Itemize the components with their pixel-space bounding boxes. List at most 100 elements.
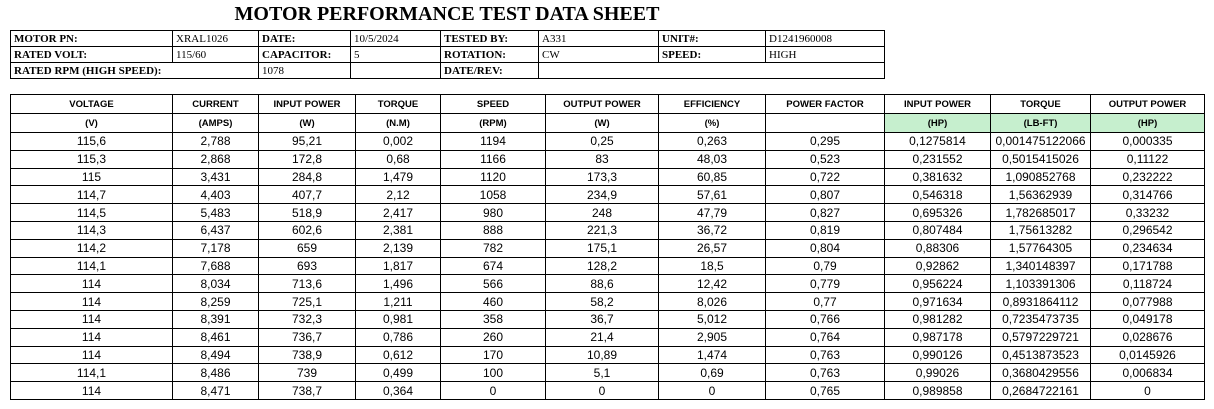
column-unit: (W) [258, 113, 356, 133]
value: CW [538, 46, 659, 63]
cell: 1,817 [355, 256, 441, 276]
cell: 732,3 [258, 309, 356, 329]
cell: 0,819 [765, 220, 885, 240]
column-unit: (HP) [1090, 113, 1205, 133]
data-row: 114 8,494 738,9 0,612 170 10,89 1,474 0,763 0,99… [10, 345, 1205, 365]
cell: 83 [545, 149, 659, 169]
cell: 0,807 [765, 185, 885, 205]
cell: 0,25 [545, 132, 659, 151]
cell: 114 [10, 345, 173, 365]
cell: 407,7 [258, 185, 356, 205]
cell: 0,69 [658, 363, 766, 383]
cell: 358 [440, 309, 546, 329]
cell: 0,92862 [884, 256, 991, 276]
cell: 221,3 [545, 220, 659, 240]
column-unit: (%) [658, 113, 766, 133]
cell: 0,987178 [884, 327, 991, 347]
cell: 8,034 [172, 274, 259, 294]
cell: 2,417 [355, 203, 441, 222]
cell: 736,7 [258, 327, 356, 347]
data-row: 114,1 7,688 693 1,817 674 128,2 18,5 0,79 0,9286… [10, 256, 1205, 276]
info-row: MOTOR PN: XRAL1026 DATE: 10/5/2024 TESTE… [10, 30, 885, 47]
column-name: SPEED [440, 94, 546, 114]
cell: 8,259 [172, 292, 259, 311]
cell: 1,479 [355, 167, 441, 187]
label: SPEED: [658, 46, 766, 63]
data-row: 114 8,471 738,7 0,364 0 0 0 0,765 0,989858 0,2684… [10, 381, 1205, 400]
cell: 1058 [440, 185, 546, 205]
cell: 602,6 [258, 220, 356, 240]
cell: 0,807484 [884, 220, 991, 240]
value: 115/60 [172, 46, 259, 63]
cell: 0,001475122066 [990, 132, 1091, 151]
value: 10/5/2024 [350, 30, 441, 47]
cell: 0,1275814 [884, 132, 991, 151]
cell: 980 [440, 203, 546, 222]
cell: 5,012 [658, 309, 766, 329]
cell: 0,763 [765, 363, 885, 383]
column-name: VOLTAGE [10, 94, 173, 114]
cell: 114,1 [10, 363, 173, 383]
cell: 0,000335 [1090, 132, 1205, 151]
cell: 0,764 [765, 327, 885, 347]
label: RATED RPM (HIGH SPEED): [10, 62, 259, 79]
cell: 0,231552 [884, 149, 991, 169]
cell: 8,391 [172, 309, 259, 329]
cell: 0,33232 [1090, 203, 1205, 222]
cell: 5,1 [545, 363, 659, 383]
label: MOTOR PN: [10, 30, 173, 47]
cell: 0,364 [355, 381, 441, 400]
data-row: 114 8,391 732,3 0,981 358 36,7 5,012 0,766 0,981… [10, 309, 1205, 329]
data-row: 115,3 2,868 172,8 0,68 1166 83 48,03 0,523 0,231… [10, 149, 1205, 169]
cell: 0,981282 [884, 309, 991, 329]
cell: 0,4513873523 [990, 345, 1091, 365]
column-name: INPUT POWER [258, 94, 356, 114]
cell: 8,486 [172, 363, 259, 383]
column-unit: (LB-FT) [990, 113, 1091, 133]
cell: 114 [10, 327, 173, 347]
label: DATE/REV: [440, 62, 539, 79]
cell: 1166 [440, 149, 546, 169]
cell: 693 [258, 256, 356, 276]
cell: 1,56362939 [990, 185, 1091, 205]
column-name: OUTPUT POWER [1090, 94, 1205, 114]
data-row: 114,7 4,403 407,7 2,12 1058 234,9 57,61 0,807 0,… [10, 185, 1205, 205]
cell: 725,1 [258, 292, 356, 311]
column-name: CURRENT [172, 94, 259, 114]
cell: 0,523 [765, 149, 885, 169]
column-unit: (AMPS) [172, 113, 259, 133]
cell: 1,103391306 [990, 274, 1091, 294]
cell: 21,4 [545, 327, 659, 347]
cell: 114,7 [10, 185, 173, 205]
cell: 114 [10, 292, 173, 311]
cell: 0,2684722161 [990, 381, 1091, 400]
cell: 2,12 [355, 185, 441, 205]
cell: 12,42 [658, 274, 766, 294]
cell: 234,9 [545, 185, 659, 205]
header-row: VOLTAGE CURRENT INPUT POWER TORQUE SPEED OUTP… [10, 94, 1205, 114]
cell: 1,211 [355, 292, 441, 311]
cell: 95,21 [258, 132, 356, 151]
cell: 674 [440, 256, 546, 276]
cell: 659 [258, 238, 356, 258]
cell: 0,990126 [884, 345, 991, 365]
value: A331 [538, 30, 659, 47]
cell: 114 [10, 309, 173, 329]
cell: 566 [440, 274, 546, 294]
column-unit [765, 113, 885, 133]
cell: 0,295 [765, 132, 885, 151]
column-name: POWER FACTOR [765, 94, 885, 114]
cell: 128,2 [545, 256, 659, 276]
cell: 0 [658, 381, 766, 400]
cell: 172,8 [258, 149, 356, 169]
cell: 100 [440, 363, 546, 383]
data-row: 114 8,461 736,7 0,786 260 21,4 2,905 0,764 0,987… [10, 327, 1205, 347]
cell: 0,546318 [884, 185, 991, 205]
cell: 0,88306 [884, 238, 991, 258]
cell: 173,3 [545, 167, 659, 187]
cell: 18,5 [658, 256, 766, 276]
data-row: 115 3,431 284,8 1,479 1120 173,3 60,85 0,722 0,3… [10, 167, 1205, 187]
cell: 2,905 [658, 327, 766, 347]
label: UNIT#: [658, 30, 766, 47]
column-unit: (W) [545, 113, 659, 133]
